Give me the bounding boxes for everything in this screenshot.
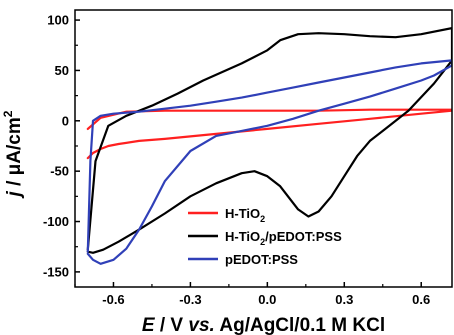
series-line-2 [86, 27, 452, 254]
y-axis-label: j / μA/cm2 [1, 110, 25, 199]
x-tick-label: 0.6 [412, 292, 430, 307]
y-tick-label: 0 [62, 113, 69, 128]
x-axis-label: E / V vs. Ag/AgCl/0.1 M KCl [142, 315, 385, 335]
plot-curves [86, 27, 452, 265]
y-tick-label: 50 [55, 63, 69, 78]
legend-label: H-TiO2/pEDOT:PSS [225, 229, 342, 247]
x-tick-label: -0.3 [179, 292, 201, 307]
legend-label: pEDOT:PSS [225, 252, 298, 267]
series-line-3 [86, 59, 452, 265]
x-tick-label: 0.3 [335, 292, 353, 307]
x-tick-label: 0.0 [258, 292, 276, 307]
legend-label: H-TiO2 [225, 206, 265, 224]
legend: H-TiO2 H-TiO2/pEDOT:PSS pEDOT:PSS [188, 206, 342, 267]
y-tick-label: -50 [50, 164, 69, 179]
y-tick-label: 100 [47, 13, 69, 28]
x-tick-label: -0.6 [102, 292, 124, 307]
axis-ticks: -0.6 -0.3 0.0 0.3 0.6 -150 -100 -50 0 50 100 [43, 13, 430, 307]
y-tick-label: -100 [43, 214, 69, 229]
y-tick-label: -150 [43, 264, 69, 279]
series-line-1 [86, 108, 452, 160]
plot-frame [74, 9, 453, 288]
